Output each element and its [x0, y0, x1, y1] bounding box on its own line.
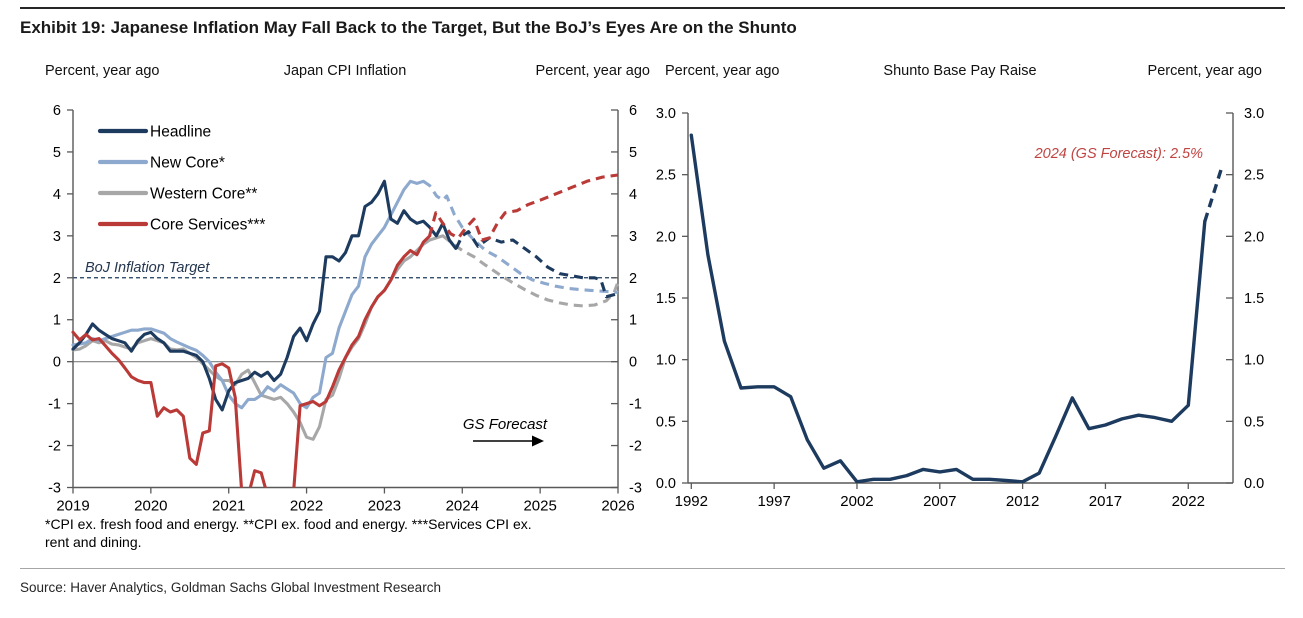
x-tick-label: 2012 — [1006, 493, 1039, 510]
x-tick-label: 2020 — [134, 498, 167, 515]
y-tick-label-right: 1 — [629, 313, 637, 329]
x-tick-label: 2002 — [840, 493, 873, 510]
series-forecast-new-core — [422, 180, 619, 295]
y-tick-label-left: 2 — [53, 271, 61, 287]
source-divider-rule — [20, 568, 1285, 569]
cpi-chart-title: Japan CPI Inflation — [283, 63, 407, 79]
top-rule — [20, 7, 1285, 9]
y-tick-label-left: 0 — [53, 355, 61, 371]
y-tick-label-left: 1 — [53, 313, 61, 329]
y-tick-label-left: 5 — [53, 145, 61, 161]
legend-label: New Core* — [150, 155, 225, 172]
y-tick-label-right: 2.0 — [1244, 229, 1264, 245]
source-line: Source: Haver Analytics, Goldman Sachs G… — [20, 580, 441, 595]
x-tick-label: 2023 — [368, 498, 401, 515]
y-tick-label-left: 3 — [53, 229, 61, 245]
shunto-base-pay-chart: 3.0 3.0 2.5 2.5 2.0 2.0 1.5 1.5 1.0 1.0 0.5 0.5 0.0 0… — [656, 106, 1264, 510]
y-tick-label-right: 0.0 — [1244, 476, 1264, 492]
series-forecast-headline — [454, 230, 619, 299]
y-tick-label-left: 0.5 — [656, 414, 676, 430]
x-tick-label: 2025 — [523, 498, 556, 515]
series-group — [71, 173, 620, 488]
y-tick-label-right: 2.5 — [1244, 168, 1264, 184]
x-tick-label: 2007 — [923, 493, 956, 510]
y-tick-label-left: -2 — [48, 439, 61, 455]
y-tick-label-left: -3 — [48, 481, 61, 497]
y-tick-label-right: -2 — [629, 439, 642, 455]
y-tick-label-right: 1.5 — [1244, 291, 1264, 307]
x-tick-label: 2024 — [446, 498, 479, 515]
footnote-line-1: *CPI ex. fresh food and energy. **CPI ex… — [45, 516, 532, 532]
legend-label: Headline — [150, 124, 211, 141]
shunto-chart-left-axis-title: Percent, year ago — [665, 63, 780, 79]
y-tick-label-right: 3 — [629, 229, 637, 245]
series-group — [689, 133, 1224, 483]
x-tick-label: 2022 — [1172, 493, 1205, 510]
y-tick-label-left: 1.0 — [656, 353, 676, 369]
y-tick-label-right: 0.5 — [1244, 414, 1264, 430]
series-forecast-western-core — [441, 234, 620, 308]
exhibit-title: Exhibit 19: Japanese Inflation May Fall … — [20, 18, 797, 37]
x-tick-label: 2017 — [1089, 493, 1122, 510]
cpi-chart-right-axis-title: Percent, year ago — [535, 63, 650, 79]
y-tick-label-right: -3 — [629, 481, 642, 497]
cpi-inflation-chart: BoJ Inflation Target 6 6 5 5 4 4 3 3 2 2 1 1 0 0 -1 -1 -2… — [48, 103, 642, 515]
y-tick-label-left: 4 — [53, 187, 61, 203]
footnote: *CPI ex. fresh food and energy. **CPI ex… — [45, 516, 532, 552]
y-tick-label-left: 2.0 — [656, 229, 676, 245]
y-tick-label-left: 0.0 — [656, 476, 676, 492]
legend-label: Core Services*** — [150, 217, 265, 234]
series-line-headline — [71, 179, 458, 412]
legend: Headline New Core* Western Core** Core Serv… — [97, 124, 265, 234]
series-line-shunto-base-pay-raise — [689, 133, 1207, 483]
boj-target-label: BoJ Inflation Target — [85, 260, 210, 276]
y-tick-label-left: 6 — [53, 103, 61, 119]
y-tick-label-right: 1.0 — [1244, 353, 1264, 369]
y-tick-label-right: 3.0 — [1244, 106, 1264, 122]
y-tick-label-right: 5 — [629, 145, 637, 161]
gs-forecast-arrowhead — [532, 435, 544, 447]
x-tick-label: 2021 — [212, 498, 245, 515]
series-forecast-shunto-base-pay-raise — [1203, 167, 1224, 223]
footnote-line-2: rent and dining. — [45, 533, 142, 550]
forecast-annotation: 2024 (GS Forecast): 2.5% — [1034, 146, 1204, 162]
y-tick-label-right: 6 — [629, 103, 637, 119]
series-line-new-core — [71, 179, 425, 410]
x-tick-label: 1992 — [675, 493, 708, 510]
x-tick-label: 1997 — [757, 493, 790, 510]
legend-label: Western Core** — [150, 186, 257, 203]
shunto-chart-title: Shunto Base Pay Raise — [883, 63, 1037, 79]
series-line-core-services — [71, 234, 432, 488]
gs-forecast-label: GS Forecast — [463, 416, 548, 433]
y-tick-label-left: 3.0 — [656, 106, 676, 122]
cpi-chart-left-axis-title: Percent, year ago — [45, 63, 160, 79]
y-tick-label-right: 4 — [629, 187, 637, 203]
series-forecast-core-services — [428, 173, 619, 242]
y-tick-label-left: 2.5 — [656, 168, 676, 184]
x-tick-label: 2022 — [290, 498, 323, 515]
shunto-chart-right-axis-title: Percent, year ago — [1147, 63, 1262, 79]
y-tick-label-right: 2 — [629, 271, 637, 287]
y-tick-label-left: 1.5 — [656, 291, 676, 307]
y-tick-label-left: -1 — [48, 397, 61, 413]
y-tick-label-right: -1 — [629, 397, 642, 413]
x-tick-label: 2019 — [56, 498, 89, 515]
x-tick-label: 2026 — [601, 498, 634, 515]
y-tick-label-right: 0 — [629, 355, 637, 371]
